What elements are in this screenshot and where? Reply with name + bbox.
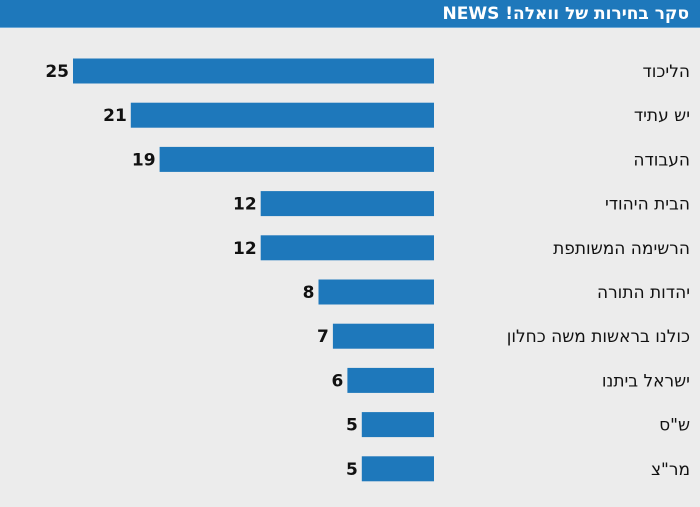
bar-6 — [332, 323, 434, 349]
category-label-2: העבודה — [633, 150, 690, 170]
value-label-4: 12 — [233, 239, 257, 259]
value-label-6: 7 — [317, 327, 329, 347]
value-label-3: 12 — [233, 195, 257, 215]
value-label-1: 21 — [103, 106, 127, 126]
bar-2 — [159, 146, 434, 172]
bar-4 — [260, 235, 434, 261]
value-label-5: 8 — [303, 283, 315, 303]
category-label-4: הרשימה המשותפת — [553, 239, 690, 259]
category-label-7: ישראל ביתנו — [602, 371, 690, 391]
bar-7 — [347, 367, 434, 393]
bar-9 — [361, 456, 434, 482]
value-label-0: 25 — [45, 62, 69, 82]
category-label-9: מר"צ — [651, 460, 690, 480]
value-label-8: 5 — [346, 416, 358, 436]
bar-0 — [73, 58, 434, 84]
chart-header: סקר בחירות של וואלה! NEWS — [0, 0, 700, 28]
category-label-8: ש"ס — [659, 416, 690, 436]
category-label-5: יהדות התורה — [597, 283, 690, 303]
bar-8 — [361, 412, 434, 438]
category-label-3: הבית היהודי — [605, 195, 690, 215]
chart-title: סקר בחירות של וואלה! NEWS — [442, 4, 690, 24]
value-label-2: 19 — [132, 150, 156, 170]
category-label-1: יש עתיד — [634, 106, 690, 126]
category-label-6: כולנו בראשות משה כחלון — [507, 327, 690, 347]
value-label-9: 5 — [346, 460, 358, 480]
bar-5 — [318, 279, 434, 305]
bar-3 — [260, 191, 434, 217]
bar-1 — [130, 102, 435, 128]
value-label-7: 6 — [332, 371, 344, 391]
category-label-0: הליכוד — [643, 62, 690, 82]
